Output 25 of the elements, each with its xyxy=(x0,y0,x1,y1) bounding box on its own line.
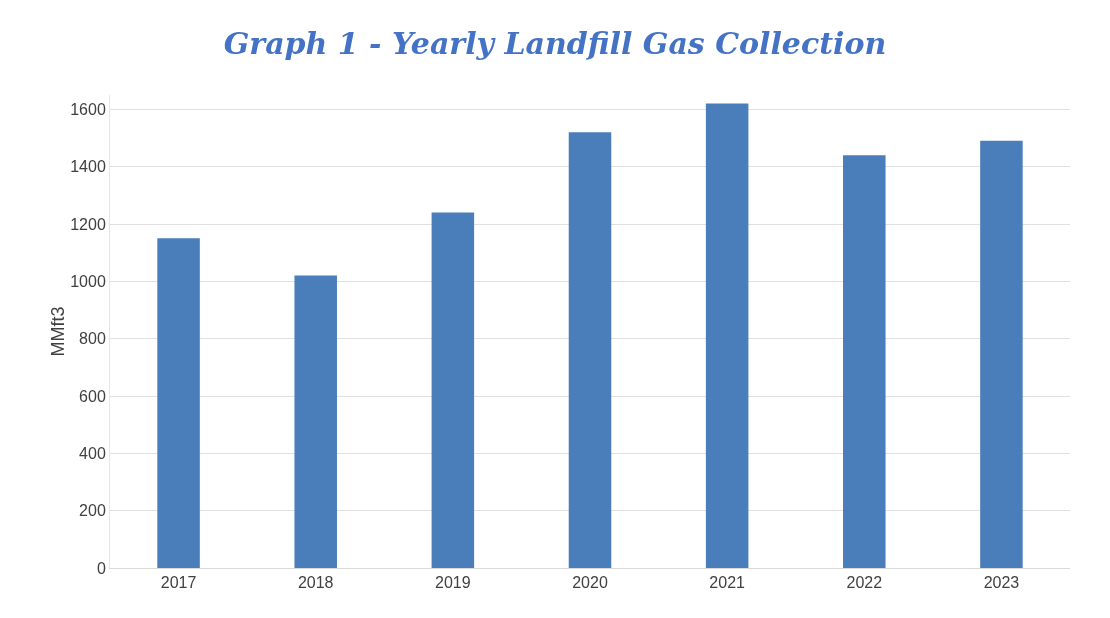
x-tick-label: 2023 xyxy=(983,574,1020,592)
y-tick-label: 400 xyxy=(79,444,106,462)
y-tick-label: 1000 xyxy=(70,272,106,290)
y-tick-label: 600 xyxy=(79,387,106,405)
bar xyxy=(705,103,749,568)
y-tick-label: 800 xyxy=(79,330,106,348)
y-tick-label: 1200 xyxy=(70,215,106,233)
x-tick-label: 2020 xyxy=(572,574,608,592)
y-axis-title: MMft3 xyxy=(48,306,68,357)
bar xyxy=(294,275,337,568)
chart-title: Graph 1 - Yearly Landfill Gas Collection xyxy=(223,25,887,61)
x-tick-label: 2022 xyxy=(846,574,883,592)
bar xyxy=(843,155,886,568)
x-tick-label: 2017 xyxy=(160,574,197,592)
x-tick-label: 2021 xyxy=(709,574,746,592)
bar xyxy=(157,238,200,568)
bar xyxy=(980,140,1023,568)
y-tick-label: 0 xyxy=(96,559,106,577)
x-tick-label: 2019 xyxy=(435,574,471,592)
y-tick-label: 200 xyxy=(79,502,106,520)
bar xyxy=(431,212,475,568)
y-tick-label: 1400 xyxy=(70,158,106,176)
x-tick-label: 2018 xyxy=(297,574,334,592)
y-tick-label: 1600 xyxy=(70,100,106,118)
bar xyxy=(568,132,612,568)
